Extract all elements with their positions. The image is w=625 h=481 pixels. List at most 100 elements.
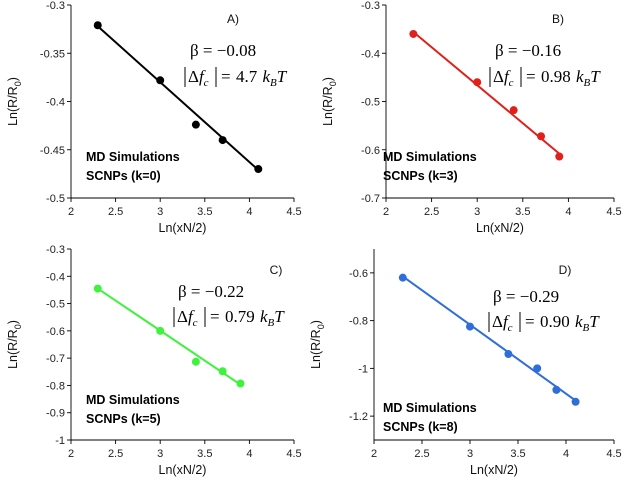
x-axis-label: Ln(xN/2)	[159, 221, 207, 235]
delta-f-symbol: Δfc	[492, 312, 513, 334]
sim-label: MD Simulations	[86, 393, 180, 407]
x-tick-label: 2	[68, 448, 74, 460]
sim-label: MD Simulations	[383, 150, 477, 164]
equals-sign: =	[210, 307, 220, 326]
x-tick-label: 3.5	[197, 448, 212, 460]
equals-sign: =	[526, 67, 536, 86]
y-tick-label: -0.3	[361, 0, 380, 12]
y-tick-label: -0.6	[349, 268, 368, 280]
equals-sign: =	[221, 67, 231, 86]
y-tick-label: -0.6	[46, 326, 65, 338]
equals-sign: =	[525, 312, 535, 331]
data-point	[254, 165, 263, 174]
x-tick-label: 3.5	[510, 448, 525, 460]
y-tick-label: -0.45	[40, 145, 65, 157]
y-tick-label: -0.8	[349, 316, 368, 328]
x-tick-label: 4.5	[606, 448, 621, 460]
y-axis-label-subscript: 0	[13, 324, 23, 329]
y-tick-label: -0.35	[40, 48, 65, 60]
y-axis-label-close: )	[6, 77, 20, 81]
y-axis-label-main: Ln(R/R	[321, 86, 335, 126]
y-axis-label-close: )	[309, 320, 323, 324]
y-axis-label: Ln(R/R0)	[321, 77, 338, 126]
y-tick-label: -0.7	[46, 353, 65, 365]
x-tick-label: 2.5	[424, 206, 439, 218]
panel-b: 2 2.5 3 3.5 4 4.5 -0.3 -0.4 -0.5 -0.6 -0.7 Ln(xN/2)…	[321, 0, 622, 235]
data-point	[409, 29, 418, 38]
data-point	[191, 357, 200, 366]
x-tick-label: 3.5	[197, 206, 212, 218]
panel-letter: C)	[270, 263, 283, 277]
y-axis-label-subscript: 0	[328, 81, 338, 86]
x-tick-label: 3	[467, 448, 473, 460]
kbt-symbol: kBT	[260, 307, 285, 329]
data-point	[398, 273, 407, 282]
y-tick-label: -0.3	[46, 0, 65, 12]
y-axis-label: Ln(R/R0)	[309, 320, 326, 369]
y-axis-label-close: )	[6, 320, 20, 324]
x-tick-label: 3	[157, 206, 163, 218]
data-point	[218, 367, 227, 376]
y-tick-label: -0.4	[361, 48, 380, 60]
y-tick-label: -0.5	[361, 97, 380, 109]
x-tick-label: 3.5	[515, 206, 530, 218]
y-axis-label-subscript: 0	[13, 81, 23, 86]
y-tick-label: -1.2	[349, 411, 368, 423]
delta-f-value: 0.90	[540, 312, 570, 331]
x-axis-label: Ln(xN/2)	[476, 221, 524, 235]
panel-letter: B)	[552, 12, 564, 26]
x-tick-label: 3	[157, 448, 163, 460]
fit-line	[97, 287, 242, 386]
x-axis-label: Ln(xN/2)	[470, 463, 518, 477]
beta-annotation: β = −0.16	[495, 41, 561, 60]
kbt-symbol: kBT	[576, 67, 601, 89]
delta-f-value: 0.98	[541, 67, 571, 86]
data-point	[552, 385, 561, 394]
x-tick-label: 3	[474, 206, 480, 218]
sim-label: MD Simulations	[383, 401, 477, 415]
y-axis-label-main: Ln(R/R	[6, 329, 20, 369]
data-point	[466, 322, 474, 331]
panel-a: 2 2.5 3 3.5 4 4.5 -0.3 -0.35 -0.4 -0.45 -0.5 Ln(xN/…	[6, 0, 302, 235]
panel-letter: A)	[227, 12, 239, 26]
data-point	[218, 136, 227, 145]
panel-letter: D)	[559, 263, 572, 277]
x-tick-label: 4	[246, 448, 252, 460]
data-point	[537, 132, 546, 141]
kbt-symbol: kBT	[575, 312, 600, 334]
data-point	[504, 350, 513, 359]
y-axis-label: Ln(R/R0)	[6, 320, 23, 369]
x-tick-label: 4	[246, 206, 252, 218]
panel-d: 2 2.5 3 3.5 4 4.5 -0.6 -0.8 -1 -1.2 Ln(xN/2) Ln(R/R…	[309, 249, 622, 477]
fit-line	[97, 25, 259, 171]
beta-annotation: β = −0.22	[178, 282, 244, 301]
beta-annotation: β = −0.29	[493, 287, 559, 306]
delta-f-value: 0.79	[225, 307, 255, 326]
sim-label-system: SCNPs (k=8)	[383, 420, 458, 434]
y-axis-label-subscript: 0	[316, 324, 326, 329]
delta-f-value: 4.7	[236, 67, 258, 86]
x-tick-label: 2.5	[108, 206, 123, 218]
x-tick-label: 2.5	[108, 448, 123, 460]
sim-label: MD Simulations	[86, 150, 180, 164]
x-tick-label: 2	[383, 206, 389, 218]
delta-f-symbol: Δfc	[177, 307, 198, 329]
delta-f-symbol: Δfc	[188, 67, 209, 89]
x-tick-label: 4.5	[606, 206, 621, 218]
y-axis-label-main: Ln(R/R	[6, 86, 20, 126]
x-axis-label: Ln(xN/2)	[159, 463, 207, 477]
x-tick-label: 4.5	[286, 206, 301, 218]
data-point	[93, 21, 102, 30]
y-tick-label: -0.6	[361, 145, 380, 157]
y-tick-label: -0.7	[361, 193, 380, 205]
y-tick-label: -0.4	[46, 97, 65, 109]
x-tick-label: 4	[563, 448, 569, 460]
data-point	[191, 120, 200, 129]
data-point	[93, 284, 102, 293]
y-axis-label-close: )	[321, 77, 335, 81]
y-tick-label: -0.3	[46, 244, 65, 256]
data-point	[236, 379, 245, 388]
x-tick-label: 2	[371, 448, 377, 460]
kbt-symbol: kBT	[263, 67, 288, 89]
